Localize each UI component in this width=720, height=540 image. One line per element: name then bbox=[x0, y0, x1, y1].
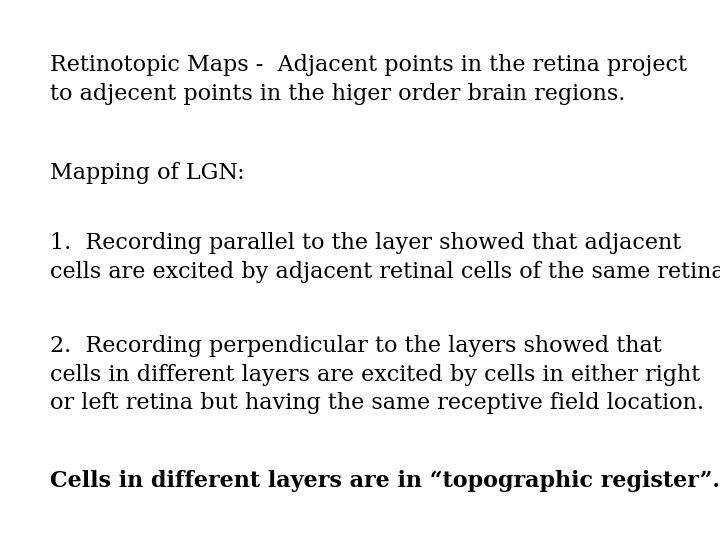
Text: Cells in different layers are in “topographic register”.: Cells in different layers are in “topogr… bbox=[50, 470, 720, 492]
Text: 2.  Recording perpendicular to the layers showed that
cells in different layers : 2. Recording perpendicular to the layers… bbox=[50, 335, 704, 414]
Text: Retinotopic Maps -  Adjacent points in the retina project
to adjecent points in : Retinotopic Maps - Adjacent points in th… bbox=[50, 54, 688, 105]
Text: Mapping of LGN:: Mapping of LGN: bbox=[50, 162, 245, 184]
Text: 1.  Recording parallel to the layer showed that adjacent
cells are excited by ad: 1. Recording parallel to the layer showe… bbox=[50, 232, 720, 283]
